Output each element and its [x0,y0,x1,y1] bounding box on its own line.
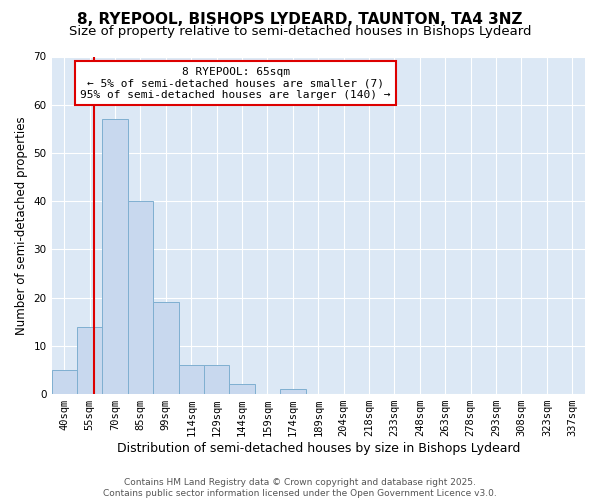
Bar [179,365,204,394]
Text: Size of property relative to semi-detached houses in Bishops Lydeard: Size of property relative to semi-detach… [69,25,531,38]
Y-axis label: Number of semi-detached properties: Number of semi-detached properties [15,116,28,334]
Bar [103,119,128,394]
Text: 8, RYEPOOL, BISHOPS LYDEARD, TAUNTON, TA4 3NZ: 8, RYEPOOL, BISHOPS LYDEARD, TAUNTON, TA… [77,12,523,28]
Bar [280,390,305,394]
Bar [77,326,103,394]
Bar [204,365,229,394]
Bar [153,302,179,394]
Bar [128,201,153,394]
Text: 8 RYEPOOL: 65sqm
← 5% of semi-detached houses are smaller (7)
95% of semi-detach: 8 RYEPOOL: 65sqm ← 5% of semi-detached h… [80,66,391,100]
Text: Contains HM Land Registry data © Crown copyright and database right 2025.
Contai: Contains HM Land Registry data © Crown c… [103,478,497,498]
X-axis label: Distribution of semi-detached houses by size in Bishops Lydeard: Distribution of semi-detached houses by … [116,442,520,455]
Bar [229,384,255,394]
Bar [52,370,77,394]
